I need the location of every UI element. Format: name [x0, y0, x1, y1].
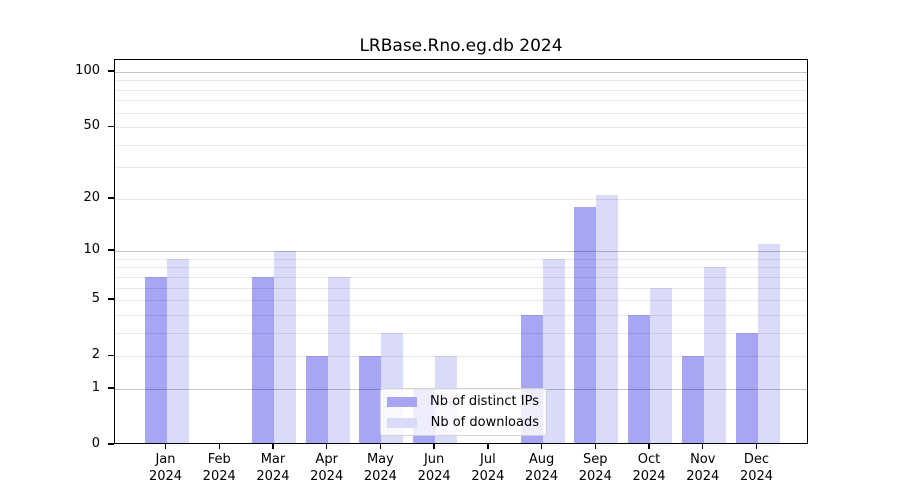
x-tick-mark-may: [379, 444, 382, 449]
gridline-minor-30: [115, 167, 807, 169]
gridline-minor-7: [115, 276, 807, 278]
gridline-minor-5: [115, 300, 807, 302]
x-tick-mark-dec: [755, 444, 758, 449]
bar-ips-sep: [574, 207, 597, 443]
y-tick-label-0: 0: [91, 436, 100, 451]
bar-ips-may: [359, 356, 382, 443]
legend-label-downloads: Nb of downloads: [430, 415, 539, 430]
y-tick-label-5: 5: [91, 291, 100, 307]
bar-ips-apr: [305, 356, 328, 443]
x-tick-label-jul: Jul 2024: [471, 452, 505, 484]
y-tick-mark-50: [108, 125, 114, 127]
x-tick-mark-jan: [164, 444, 167, 449]
x-tick-label-oct: Oct 2024: [632, 452, 666, 484]
y-tick-mark-100: [108, 70, 114, 72]
x-tick-label-aug: Aug 2024: [525, 452, 559, 484]
gridline-minor-70: [115, 100, 807, 102]
x-tick-label-feb: Feb 2024: [202, 452, 236, 484]
x-tick-label-jan: Jan 2024: [148, 452, 183, 484]
y-tick-label-2: 2: [91, 347, 100, 363]
bar-ips-jan: [144, 276, 167, 443]
x-tick-mark-mar: [272, 444, 274, 449]
bar-ips-mar: [251, 276, 274, 443]
x-tick-label-apr: Apr 2024: [310, 452, 344, 484]
bar-downloads-aug: [542, 258, 565, 443]
legend-swatch-downloads: [387, 417, 417, 428]
chart-title: LRBase.Rno.eg.db 2024: [359, 36, 563, 56]
x-tick-mark-feb: [218, 444, 220, 449]
y-tick-mark-1: [108, 387, 114, 389]
plot-area: [114, 59, 808, 444]
bar-ips-nov: [681, 356, 704, 443]
legend: Nb of distinct IPs Nb of downloads: [380, 388, 547, 436]
y-tick-mark-0: [108, 443, 114, 445]
x-tick-label-mar: Mar 2024: [256, 452, 290, 484]
gridline-minor-3: [115, 332, 807, 334]
bar-downloads-mar: [273, 251, 296, 443]
bar-ips-oct: [628, 314, 651, 443]
gridline-major-100: [115, 71, 807, 73]
bar-ips-dec: [735, 332, 758, 443]
bar-downloads-jan: [166, 258, 189, 443]
x-tick-mark-oct: [648, 444, 650, 449]
bar-downloads-sep: [596, 195, 619, 443]
gridline-minor-4: [115, 314, 807, 316]
gridline-minor-50: [115, 127, 807, 129]
gridline-minor-8: [115, 267, 807, 269]
legend-swatch-ips: [387, 396, 417, 407]
x-tick-label-sep: Sep 2024: [578, 452, 612, 484]
gridline-minor-2: [115, 356, 807, 358]
gridline-minor-60: [115, 112, 807, 114]
y-tick-label-10: 10: [83, 242, 100, 258]
x-tick-mark-aug: [540, 444, 543, 449]
legend-item-distinct-ips: Nb of distinct IPs: [387, 393, 539, 410]
gridline-minor-6: [115, 287, 807, 289]
legend-item-downloads: Nb of downloads: [387, 414, 539, 431]
bar-downloads-apr: [327, 276, 350, 443]
y-tick-mark-5: [108, 298, 114, 300]
gridline-minor-20: [115, 198, 807, 200]
x-tick-label-dec: Dec 2024: [739, 452, 774, 484]
x-tick-mark-nov: [702, 444, 704, 449]
gridline-minor-90: [115, 80, 807, 82]
gridline-major-10: [115, 251, 807, 253]
bar-downloads-dec: [757, 244, 780, 443]
x-tick-mark-jun: [433, 444, 435, 449]
y-tick-mark-2: [108, 354, 114, 356]
legend-label-ips: Nb of distinct IPs: [430, 394, 539, 409]
y-tick-label-50: 50: [83, 118, 100, 134]
x-tick-label-jun: Jun 2024: [417, 452, 451, 484]
bar-downloads-oct: [650, 287, 673, 443]
x-tick-mark-apr: [325, 444, 328, 449]
x-tick-mark-sep: [594, 444, 596, 449]
y-tick-label-1: 1: [91, 379, 100, 395]
x-tick-mark-jul: [487, 444, 489, 449]
y-tick-label-20: 20: [83, 189, 100, 205]
y-tick-mark-20: [108, 197, 114, 199]
bar-downloads-nov: [703, 267, 726, 443]
x-tick-label-may: May 2024: [363, 452, 397, 484]
y-tick-label-100: 100: [75, 62, 100, 78]
gridline-minor-80: [115, 89, 807, 91]
y-tick-mark-10: [108, 249, 114, 251]
gridline-minor-40: [115, 144, 807, 146]
x-tick-label-nov: Nov 2024: [686, 452, 720, 484]
gridline-minor-9: [115, 258, 807, 260]
